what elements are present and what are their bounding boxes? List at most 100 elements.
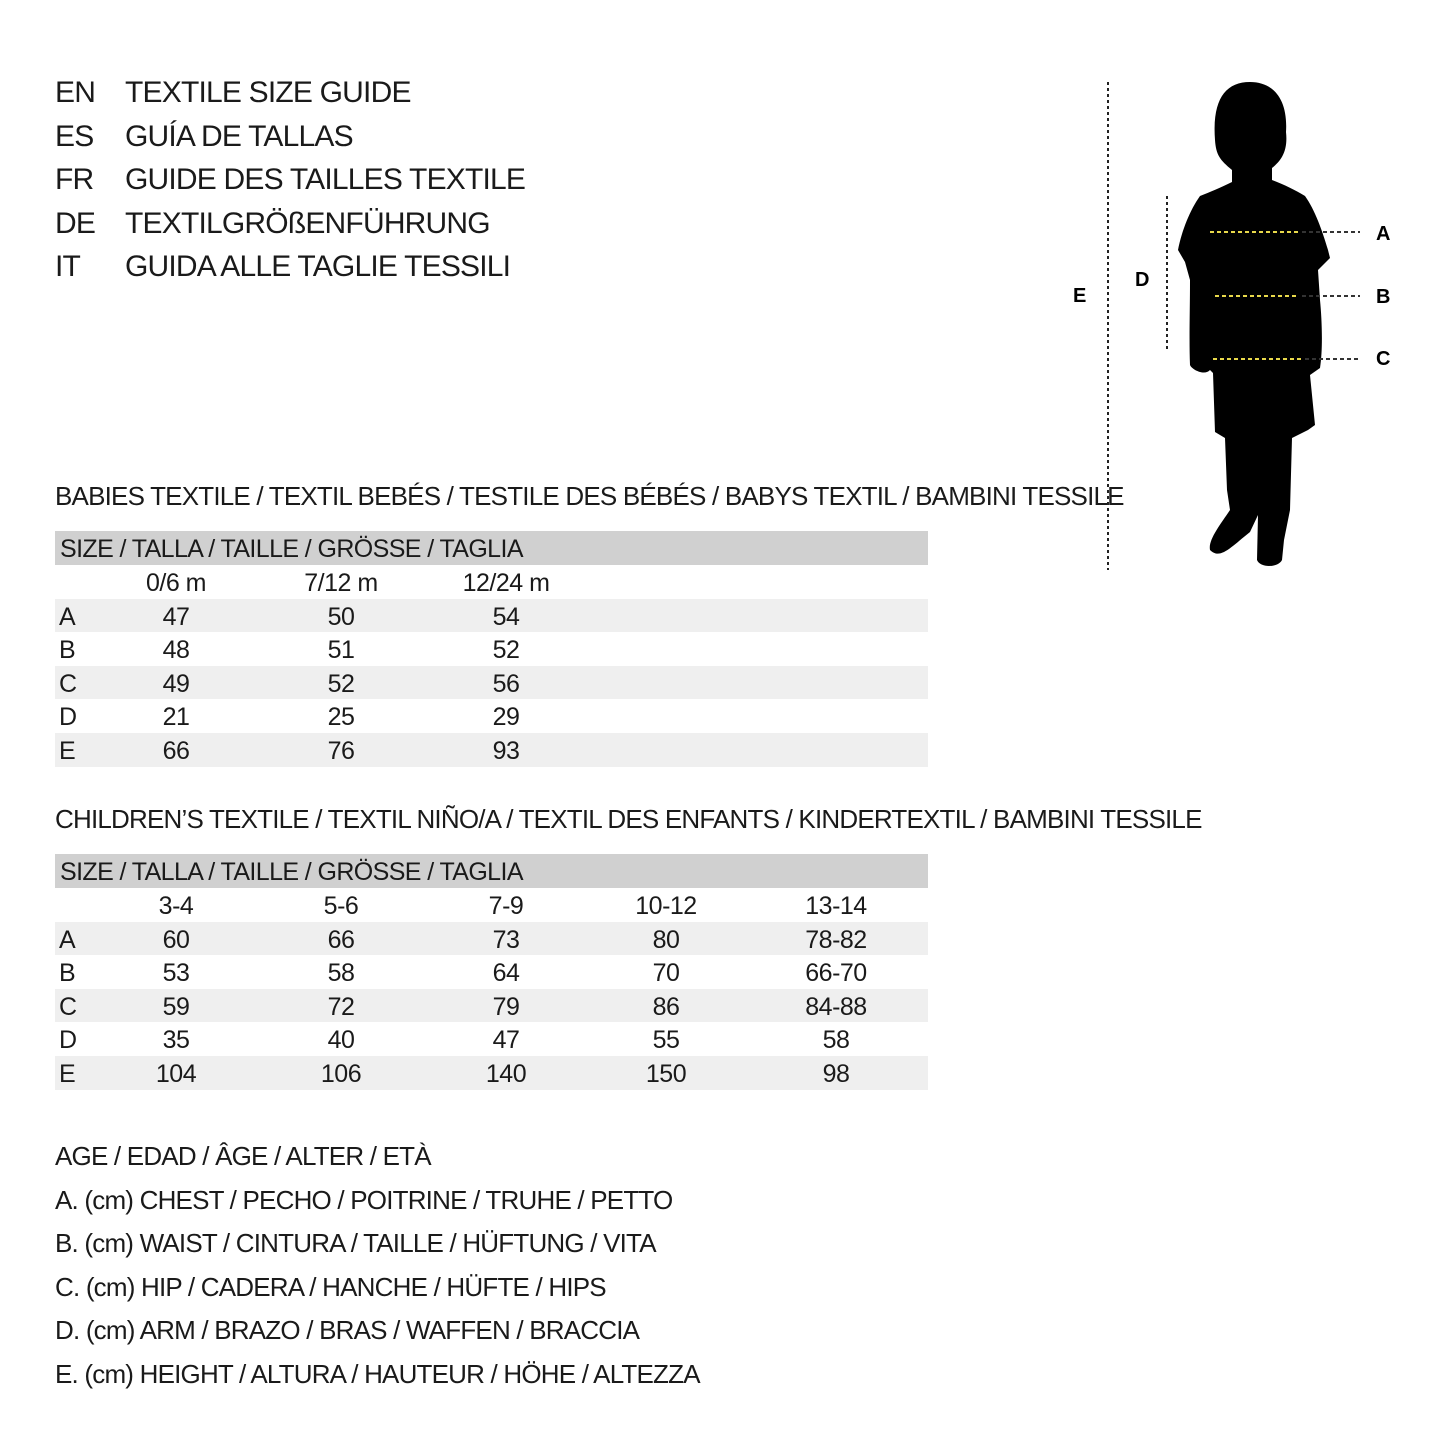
- table-cell: 150: [645, 1059, 687, 1088]
- table-row: C 49 52 56: [55, 665, 928, 700]
- guide-title: TEXTILE SIZE GUIDE: [125, 76, 411, 109]
- legend-line: C. (cm) HIP / CADERA / HANCHE / HÜFTE / …: [55, 1271, 607, 1302]
- label-a: A: [1376, 223, 1390, 245]
- language-code: FR: [55, 163, 94, 196]
- table-cell: 58: [327, 959, 355, 988]
- table-row: D 21 25 29: [55, 699, 928, 733]
- table-cell: 59: [162, 992, 190, 1021]
- table-row: A 47 50 54: [55, 598, 928, 633]
- table-row: E 66 76 93: [55, 732, 928, 767]
- language-code: EN: [55, 76, 96, 109]
- table-cell: 49: [162, 669, 190, 698]
- legend-line: AGE / EDAD / ÂGE / ALTER / ETÀ: [55, 1141, 432, 1171]
- column-header-row: 3-4 5-6 7-9 10-12 13-14: [55, 888, 928, 922]
- row-label: B: [59, 636, 76, 665]
- legend-line: E. (cm) HEIGHT / ALTURA / HAUTEUR / HÖHE…: [55, 1358, 701, 1389]
- column-header: 7-9: [488, 892, 524, 920]
- row-label: E: [59, 736, 76, 765]
- column-header: 12/24 m: [462, 569, 550, 597]
- row-label: A: [59, 925, 76, 954]
- row-label: C: [59, 669, 78, 698]
- legend-line: D. (cm) ARM / BRAZO / BRAS / WAFFEN / BR…: [55, 1315, 640, 1345]
- table-cell: 66: [162, 736, 190, 765]
- table-cell: 93: [492, 736, 520, 765]
- table-cell: 40: [327, 1026, 355, 1055]
- column-header: 5-6: [323, 892, 359, 920]
- table-cell: 50: [327, 602, 355, 631]
- table-cell: 64: [492, 959, 520, 988]
- language-code: IT: [55, 250, 81, 283]
- table-cell: 104: [155, 1059, 197, 1088]
- table-cell: 66: [327, 925, 355, 954]
- column-header-row: 0/6 m 7/12 m 12/24 m: [55, 565, 928, 599]
- label-b: B: [1376, 286, 1390, 308]
- table-cell: 73: [492, 925, 520, 954]
- table-cell: 76: [327, 736, 355, 765]
- guide-title: GUÍA DE TALLAS: [125, 119, 354, 153]
- label-d: D: [1135, 269, 1149, 291]
- language-code: ES: [55, 119, 94, 153]
- table-cell: 106: [320, 1059, 362, 1088]
- label-c: C: [1376, 348, 1390, 370]
- row-label: A: [59, 602, 76, 631]
- babies-section-title: BABIES TEXTILE / TEXTIL BEBÉS / TESTILE …: [55, 481, 1125, 511]
- table-cell: 60: [162, 925, 190, 954]
- table-cell: 54: [492, 602, 520, 631]
- table-cell: 52: [492, 636, 520, 665]
- legend-line: A. (cm) CHEST / PECHO / POITRINE / TRUHE…: [55, 1184, 673, 1215]
- guide-title: GUIDE DES TAILLES TEXTILE: [125, 163, 526, 196]
- table-cell: 48: [162, 636, 190, 665]
- table-row: B 48 51 52: [55, 632, 928, 666]
- table-cell: 25: [327, 703, 355, 732]
- babies-size-table: SIZE / TALLA / TAILLE / GRÖSSE / TAGLIA 0…: [55, 531, 928, 767]
- guide-title: GUIDA ALLE TAGLIE TESSILI: [125, 250, 511, 283]
- table-cell: 55: [652, 1026, 680, 1055]
- table-cell: 98: [822, 1059, 850, 1088]
- table-cell: 84-88: [805, 992, 867, 1021]
- table-cell: 58: [822, 1026, 850, 1055]
- column-header: 13-14: [805, 892, 867, 920]
- row-label: B: [59, 959, 76, 988]
- table-cell: 72: [327, 992, 355, 1021]
- column-header: 10-12: [635, 892, 697, 920]
- table-row: E 104 106 140 150 98: [55, 1055, 928, 1090]
- language-code: DE: [55, 206, 96, 240]
- table-cell: 70: [652, 959, 680, 988]
- row-label: C: [59, 992, 78, 1021]
- silhouette-icon: [1178, 82, 1330, 566]
- label-e: E: [1073, 285, 1086, 307]
- column-header: 3-4: [158, 892, 194, 920]
- table-cell: 29: [492, 703, 520, 732]
- table-cell: 56: [492, 669, 520, 698]
- table-cell: 47: [162, 602, 190, 631]
- table-cell: 21: [162, 703, 190, 732]
- guide-title: TEXTILGRÖßENFÜHRUNG: [125, 206, 491, 240]
- table-row: C 59 72 79 86 84-88: [55, 988, 928, 1023]
- size-header-bar: SIZE / TALLA / TAILLE / GRÖSSE / TAGLIA: [55, 531, 928, 565]
- row-label: D: [59, 703, 78, 732]
- column-header: 0/6 m: [145, 569, 207, 597]
- table-cell: 51: [327, 636, 355, 665]
- column-header: 7/12 m: [304, 569, 378, 597]
- table-cell: 47: [492, 1026, 520, 1055]
- table-cell: 86: [652, 992, 680, 1021]
- size-header-bar: SIZE / TALLA / TAILLE / GRÖSSE / TAGLIA: [55, 854, 928, 888]
- table-cell: 66-70: [805, 959, 867, 988]
- table-cell: 80: [652, 925, 680, 954]
- children-section-title: CHILDREN’S TEXTILE / TEXTIL NIÑO/A / TEX…: [55, 804, 1202, 834]
- table-row: D 35 40 47 55 58: [55, 1022, 928, 1056]
- table-cell: 52: [327, 669, 355, 698]
- table-row: A 60 66 73 80 78-82: [55, 921, 928, 956]
- row-label: E: [59, 1059, 76, 1088]
- table-cell: 78-82: [805, 925, 867, 954]
- table-cell: 35: [162, 1026, 190, 1055]
- children-size-table: SIZE / TALLA / TAILLE / GRÖSSE / TAGLIA 3…: [55, 854, 928, 1090]
- table-cell: 79: [492, 992, 520, 1021]
- row-label: D: [59, 1026, 78, 1055]
- child-silhouette-figure: A B C D E: [1073, 82, 1390, 570]
- table-cell: 53: [162, 959, 190, 988]
- legend-line: B. (cm) WAIST / CINTURA / TAILLE / HÜFTU…: [55, 1228, 657, 1258]
- table-row: B 53 58 64 70 66-70: [55, 955, 928, 989]
- table-cell: 140: [485, 1059, 527, 1088]
